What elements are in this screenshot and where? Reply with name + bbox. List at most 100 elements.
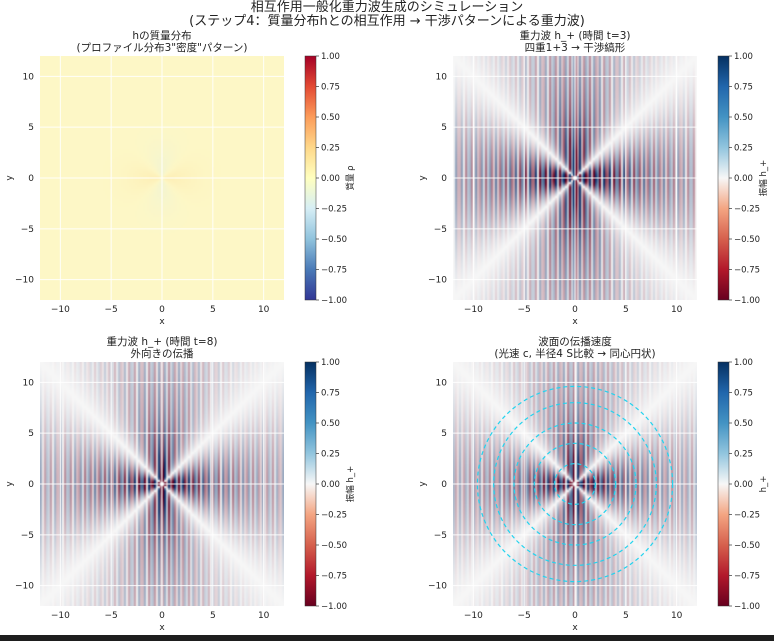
x-tick-label: 10	[671, 305, 683, 315]
panel-title: 重力波 h_+ (時間 t=8)	[106, 335, 217, 348]
colorbar-label: 振幅 h_+	[758, 160, 769, 196]
colorbar-tick-label: 0.50	[734, 113, 753, 123]
panel-subtitle: (プロファイル分布3"密度"パターン)	[76, 41, 247, 54]
colorbar-tick-label: 1.00	[321, 52, 340, 62]
x-tick-label: −10	[51, 611, 70, 621]
colorbar-tick-label: −0.50	[321, 541, 347, 551]
y-tick-label: 5	[441, 429, 447, 439]
y-tick-label: −5	[21, 225, 34, 235]
y-tick-label: −5	[21, 531, 34, 541]
colorbar-tick-label: −0.25	[321, 205, 347, 215]
colorbar-tick-label: 0.75	[734, 83, 753, 93]
colorbar-tick-label: 0.25	[321, 144, 340, 154]
panel-subtitle: 外向きの伝播	[131, 347, 194, 360]
colorbar-tick-label: 1.00	[734, 358, 753, 368]
y-tick-label: 0	[28, 480, 34, 490]
x-tick-label: −5	[518, 611, 531, 621]
panel-subtitle: 四重1+3 → 干渉縞形	[525, 41, 626, 54]
x-tick-label: 5	[623, 305, 629, 315]
colorbar	[304, 361, 317, 607]
y-axis-label: y	[5, 481, 15, 487]
panel-a: hの質量分布(プロファイル分布3"密度"パターン) −10 −5 0 5 10 10 5 0 −5…	[5, 29, 356, 327]
colorbar-tick-label: 0.75	[734, 389, 753, 399]
x-tick-label: −5	[105, 611, 118, 621]
wavefront-circle	[476, 385, 674, 583]
colorbar-tick-label: 0.50	[321, 113, 340, 123]
colorbar-tick-label: 0.25	[734, 450, 753, 460]
x-tick-label: −10	[51, 305, 70, 315]
colorbar-label: 質量 ρ	[345, 165, 356, 190]
y-tick-label: 0	[441, 480, 447, 490]
colorbar-tick-label: −0.75	[734, 266, 760, 276]
x-tick-label: −10	[464, 611, 483, 621]
wavefront-circle	[554, 463, 596, 505]
x-tick-label: 10	[258, 305, 270, 315]
colorbar-tick-label: −0.50	[734, 235, 760, 245]
colorbar-tick-label: 0.50	[734, 419, 753, 429]
x-tick-label: 5	[623, 611, 629, 621]
colorbar-tick-label: 0.75	[321, 389, 340, 399]
colorbar-tick-label: −0.50	[734, 541, 760, 551]
panel-b: 重力波 h_+ (時間 t=3)四重1+3 → 干渉縞形 −10 −5 0 5 10 10 5…	[418, 29, 769, 327]
y-tick-label: 10	[436, 72, 448, 82]
colorbar-tick-label: 0.00	[321, 174, 340, 184]
colorbar-tick-label: 0.75	[321, 83, 340, 93]
colorbar	[717, 55, 730, 301]
panel-title: 重力波 h_+ (時間 t=3)	[519, 29, 630, 42]
y-axis-label: y	[418, 175, 428, 181]
panel-title: hの質量分布	[132, 29, 191, 42]
colorbar-tick-label: −1.00	[321, 296, 347, 306]
colorbar-tick-label: 0.00	[734, 174, 753, 184]
y-tick-label: 0	[441, 174, 447, 184]
colorbar-tick-label: 0.00	[734, 480, 753, 490]
panel-title: 波面の伝播速度	[538, 335, 612, 348]
colorbar-label: h_+	[759, 476, 769, 493]
wavefront-circle	[533, 442, 617, 526]
colorbar-tick-label: −0.75	[321, 266, 347, 276]
x-axis-label: x	[159, 317, 165, 327]
colorbar-tick-label: 0.25	[734, 144, 753, 154]
y-axis-label: y	[418, 481, 428, 487]
x-axis-label: x	[159, 623, 165, 633]
colorbar-tick-label: −1.00	[321, 602, 347, 612]
panel-subtitle: (光速 c, 半径4 S比較 → 同心円状)	[494, 347, 655, 360]
x-tick-label: 0	[572, 305, 578, 315]
x-tick-label: −5	[518, 305, 531, 315]
wavefront-circle	[513, 422, 637, 546]
colorbar-tick-label: 0.25	[321, 450, 340, 460]
colorbar-tick-label: −0.50	[321, 235, 347, 245]
x-tick-label: 0	[159, 611, 165, 621]
y-tick-label: 10	[436, 378, 448, 388]
y-tick-label: −10	[15, 276, 34, 286]
x-tick-label: 5	[210, 611, 216, 621]
x-tick-label: 5	[210, 305, 216, 315]
colorbar-tick-label: 1.00	[321, 358, 340, 368]
panel-grid: hの質量分布(プロファイル分布3"密度"パターン) −10 −5 0 5 10 10 5 0 −5…	[5, 29, 769, 633]
y-tick-label: 10	[23, 378, 35, 388]
colorbar-tick-label: 0.50	[321, 419, 340, 429]
y-tick-label: −10	[15, 582, 34, 592]
figure-title-line1: 相互作用一般化重力波生成のシミュレーション	[251, 0, 523, 15]
x-tick-label: −10	[464, 305, 483, 315]
y-axis-label: y	[5, 175, 15, 181]
colorbar-tick-label: −0.25	[321, 511, 347, 521]
colorbar-tick-label: −1.00	[734, 296, 760, 306]
x-tick-label: −5	[105, 305, 118, 315]
panel-c: 重力波 h_+ (時間 t=8)外向きの伝播 −10 −5 0 5 10 10 5 0 −5 −10…	[5, 335, 356, 633]
y-tick-label: −5	[434, 531, 447, 541]
colorbar	[717, 361, 730, 607]
colorbar-tick-label: −1.00	[734, 602, 760, 612]
x-axis-label: x	[572, 317, 578, 327]
colorbar-tick-label: −0.75	[321, 572, 347, 582]
y-tick-label: −10	[428, 276, 447, 286]
y-tick-label: 5	[28, 429, 34, 439]
y-tick-label: −10	[428, 582, 447, 592]
y-tick-label: 0	[28, 174, 34, 184]
colorbar-tick-label: 1.00	[734, 52, 753, 62]
colorbar	[304, 55, 317, 301]
colorbar-tick-label: −0.75	[734, 572, 760, 582]
wavefront-circle	[493, 402, 657, 566]
y-tick-label: −5	[434, 225, 447, 235]
colorbar-tick-label: 0.00	[321, 480, 340, 490]
